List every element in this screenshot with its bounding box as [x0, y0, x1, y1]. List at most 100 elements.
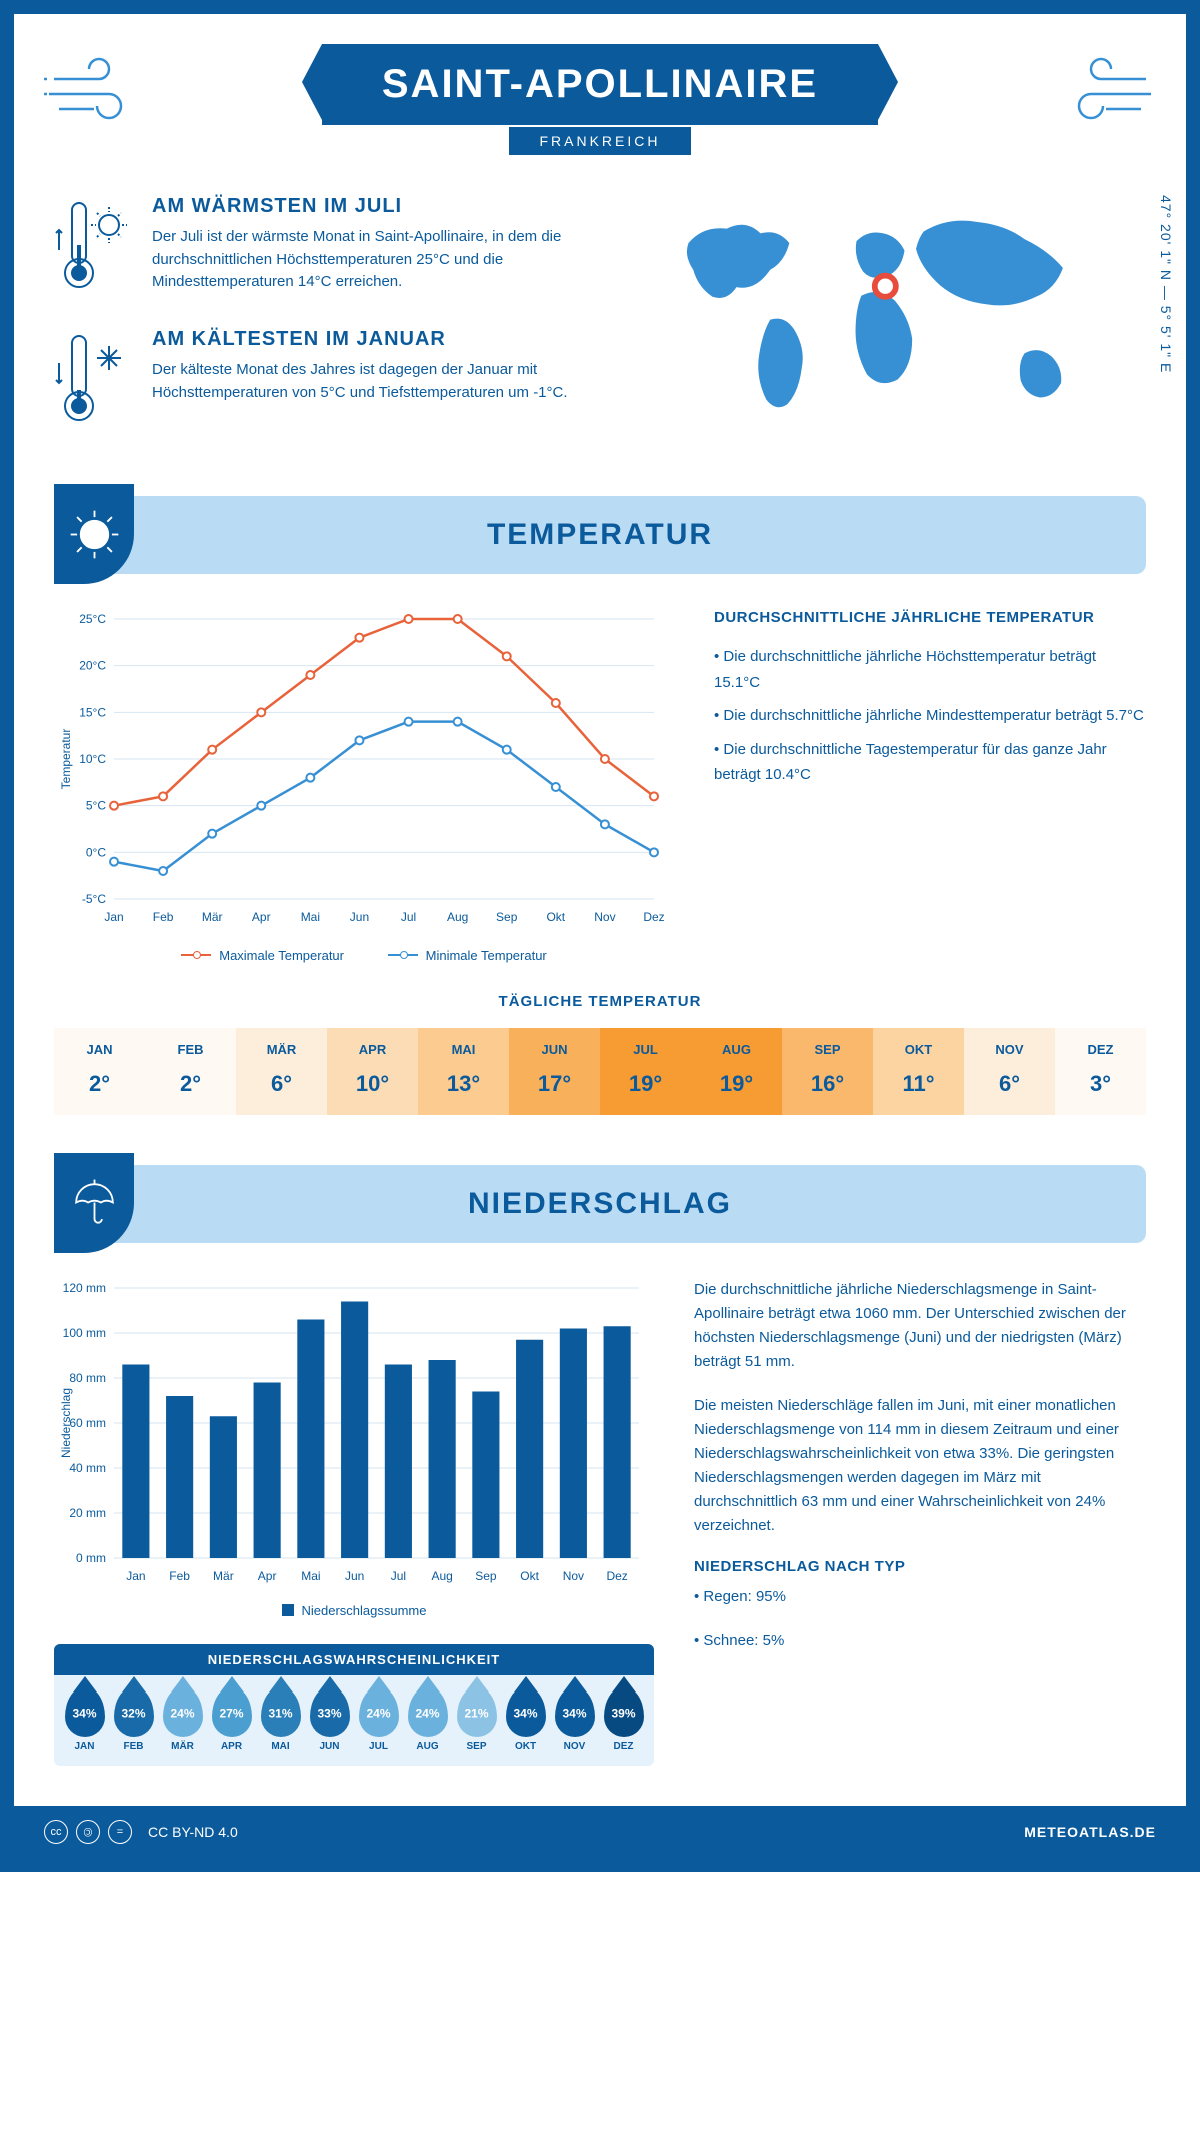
drop-month: JUL: [354, 1741, 403, 1752]
license-label: CC BY-ND 4.0: [148, 1824, 238, 1840]
svg-text:Mär: Mär: [213, 1569, 234, 1583]
umbrella-icon: [54, 1153, 134, 1253]
drop-icon: 34%: [506, 1687, 546, 1737]
temp-bullet: • Die durchschnittliche jährliche Höchst…: [714, 644, 1146, 695]
daily-value: 11°: [873, 1071, 964, 1097]
daily-value: 13°: [418, 1071, 509, 1097]
daily-month: MAI: [418, 1042, 509, 1057]
svg-text:Aug: Aug: [431, 1569, 452, 1583]
daily-month: OKT: [873, 1042, 964, 1057]
by-icon: 🄯: [76, 1820, 100, 1844]
drop-icon: 24%: [408, 1687, 448, 1737]
drop-icon: 34%: [555, 1687, 595, 1737]
precip-drop-cell: 31% MAI: [256, 1687, 305, 1752]
temp-desc-title: DURCHSCHNITTLICHE JÄHRLICHE TEMPERATUR: [714, 609, 1146, 626]
daily-value: 19°: [600, 1071, 691, 1097]
drop-percent: 34%: [562, 1706, 586, 1720]
svg-text:Jul: Jul: [391, 1569, 406, 1583]
intro-section: AM WÄRMSTEN IM JULI Der Juli ist der wär…: [54, 195, 1146, 461]
svg-text:Niederschlag: Niederschlag: [59, 1387, 73, 1457]
daily-month: FEB: [145, 1042, 236, 1057]
svg-text:Okt: Okt: [520, 1569, 539, 1583]
drop-month: OKT: [501, 1741, 550, 1752]
precip-type: • Schnee: 5%: [694, 1629, 1146, 1653]
svg-text:Feb: Feb: [169, 1569, 190, 1583]
svg-text:Dez: Dez: [643, 910, 664, 924]
svg-text:Sep: Sep: [496, 910, 518, 924]
svg-text:Okt: Okt: [546, 910, 565, 924]
drop-percent: 32%: [121, 1706, 145, 1720]
daily-temp-cell: MÄR 6°: [236, 1028, 327, 1115]
precip-drop-cell: 33% JUN: [305, 1687, 354, 1752]
precip-paragraph: Die durchschnittliche jährliche Niedersc…: [694, 1278, 1146, 1374]
svg-text:Jul: Jul: [401, 910, 416, 924]
cc-icon: cc: [44, 1820, 68, 1844]
daily-value: 3°: [1055, 1071, 1146, 1097]
precip-legend-label: Niederschlagssumme: [302, 1603, 427, 1618]
daily-month: JUL: [600, 1042, 691, 1057]
drop-icon: 31%: [261, 1687, 301, 1737]
drop-icon: 21%: [457, 1687, 497, 1737]
sun-icon: [54, 484, 134, 584]
daily-temp-grid: JAN 2° FEB 2° MÄR 6° APR 10° MAI 13° JUN…: [54, 1028, 1146, 1115]
svg-text:10°C: 10°C: [79, 752, 106, 766]
drop-percent: 27%: [219, 1706, 243, 1720]
daily-temp-cell: MAI 13°: [418, 1028, 509, 1115]
drop-month: MÄR: [158, 1741, 207, 1752]
precipitation-section-header: NIEDERSCHLAG: [54, 1165, 1146, 1243]
daily-value: 2°: [145, 1071, 236, 1097]
svg-text:Dez: Dez: [606, 1569, 627, 1583]
daily-month: MÄR: [236, 1042, 327, 1057]
precip-drop-cell: 34% OKT: [501, 1687, 550, 1752]
svg-text:Mai: Mai: [301, 1569, 320, 1583]
daily-temp-cell: AUG 19°: [691, 1028, 782, 1115]
daily-month: NOV: [964, 1042, 1055, 1057]
warmest-block: AM WÄRMSTEN IM JULI Der Juli ist der wär…: [54, 195, 585, 300]
daily-value: 6°: [964, 1071, 1055, 1097]
coldest-text: Der kälteste Monat des Jahres ist dagege…: [152, 359, 585, 404]
precip-paragraph: Die meisten Niederschläge fallen im Juni…: [694, 1394, 1146, 1538]
svg-text:120 mm: 120 mm: [63, 1281, 106, 1295]
svg-text:Apr: Apr: [258, 1569, 277, 1583]
nd-icon: =: [108, 1820, 132, 1844]
temp-bullet: • Die durchschnittliche jährliche Mindes…: [714, 703, 1146, 729]
drop-percent: 34%: [72, 1706, 96, 1720]
warmest-text: Der Juli ist der wärmste Monat in Saint-…: [152, 226, 585, 294]
precip-type: • Regen: 95%: [694, 1585, 1146, 1609]
daily-temp-cell: JUL 19°: [600, 1028, 691, 1115]
drop-icon: 24%: [163, 1687, 203, 1737]
daily-temp-cell: SEP 16°: [782, 1028, 873, 1115]
drop-percent: 33%: [317, 1706, 341, 1720]
svg-text:15°C: 15°C: [79, 705, 106, 719]
thermometer-sun-icon: [54, 195, 134, 300]
legend-max-label: Maximale Temperatur: [219, 948, 344, 963]
svg-text:Temperatur: Temperatur: [59, 729, 73, 790]
drop-icon: 33%: [310, 1687, 350, 1737]
precip-drop-cell: 32% FEB: [109, 1687, 158, 1752]
daily-temp-cell: FEB 2°: [145, 1028, 236, 1115]
daily-month: APR: [327, 1042, 418, 1057]
drop-icon: 32%: [114, 1687, 154, 1737]
drop-percent: 31%: [268, 1706, 292, 1720]
svg-text:Apr: Apr: [252, 910, 271, 924]
daily-temp-cell: OKT 11°: [873, 1028, 964, 1115]
svg-text:Jan: Jan: [104, 910, 123, 924]
temperature-title: TEMPERATUR: [54, 518, 1146, 552]
warmest-title: AM WÄRMSTEN IM JULI: [152, 195, 585, 218]
daily-month: AUG: [691, 1042, 782, 1057]
drop-icon: 27%: [212, 1687, 252, 1737]
country-label: FRANKREICH: [509, 127, 690, 155]
drop-percent: 39%: [611, 1706, 635, 1720]
daily-temp-cell: NOV 6°: [964, 1028, 1055, 1115]
footer: cc 🄯 = CC BY-ND 4.0 METEOATLAS.DE: [14, 1806, 1186, 1858]
svg-text:-5°C: -5°C: [82, 892, 106, 906]
daily-value: 2°: [54, 1071, 145, 1097]
svg-text:60 mm: 60 mm: [69, 1416, 106, 1430]
precip-legend: Niederschlagssumme: [54, 1603, 654, 1620]
precip-type-title: NIEDERSCHLAG NACH TYP: [694, 1558, 1146, 1575]
daily-value: 17°: [509, 1071, 600, 1097]
drop-month: AUG: [403, 1741, 452, 1752]
drop-month: MAI: [256, 1741, 305, 1752]
wind-icon: [44, 54, 144, 129]
precip-drop-cell: 24% MÄR: [158, 1687, 207, 1752]
